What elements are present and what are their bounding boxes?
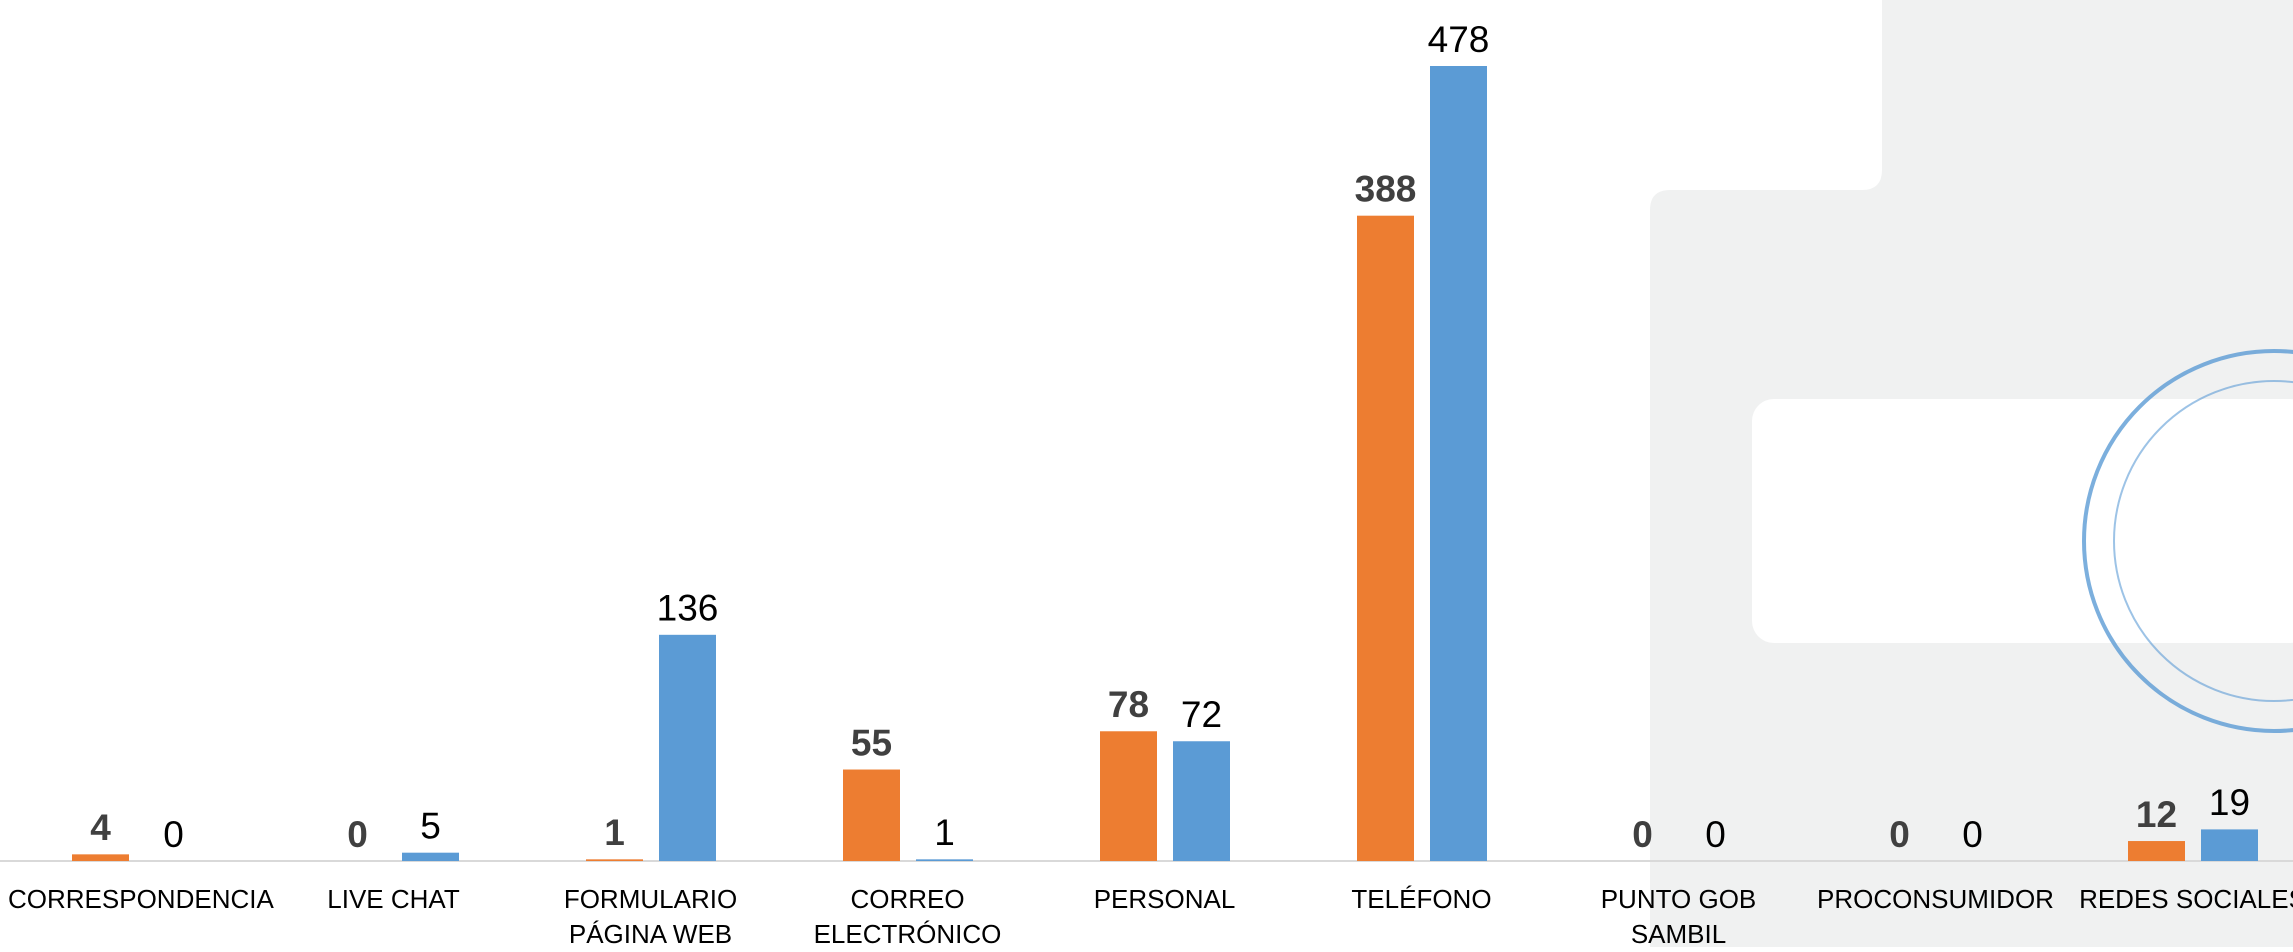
- data-label: 0: [1632, 814, 1653, 855]
- bar: [1173, 741, 1230, 861]
- data-label: 1: [934, 812, 955, 853]
- x-tick-label: CORRESPONDENCIA: [8, 884, 274, 914]
- bar: [659, 634, 716, 861]
- bar: [2201, 829, 2258, 861]
- data-label: 0: [1962, 814, 1983, 855]
- data-label: 136: [657, 588, 719, 629]
- bar: [1357, 215, 1414, 862]
- data-label: 388: [1355, 168, 1417, 209]
- bar: [1100, 731, 1157, 861]
- bar: [586, 859, 643, 861]
- data-label: 0: [1889, 814, 1910, 855]
- data-label: 478: [1428, 19, 1490, 60]
- x-tick-label: TELÉFONO: [1351, 884, 1492, 914]
- x-tick-label: PERSONAL: [1093, 884, 1236, 914]
- x-tick-label: FORMULARIO PÁGINA WEB: [563, 884, 738, 949]
- data-label: 4: [90, 807, 111, 848]
- x-tick-label: PUNTO GOB SAMBIL: [1600, 884, 1757, 949]
- data-label: 5: [420, 805, 441, 846]
- white-panel: [1752, 399, 2293, 643]
- data-label: 0: [163, 814, 184, 855]
- stamp: [2082, 349, 2293, 733]
- data-label: 12: [2136, 794, 2177, 835]
- bar: [1430, 66, 1487, 861]
- x-tick-label: PROCONSUMIDOR: [1817, 884, 2054, 914]
- data-label: 0: [347, 814, 368, 855]
- data-label: 0: [1705, 814, 1726, 855]
- x-tick-label: CORREO ELECTRÓNICO: [813, 884, 1002, 949]
- bar: [72, 854, 129, 861]
- x-tick-label: LIVE CHAT: [327, 884, 460, 914]
- data-label: 19: [2209, 782, 2250, 823]
- data-label: 55: [851, 722, 892, 763]
- bar: [916, 859, 973, 861]
- data-label: 72: [1181, 694, 1222, 735]
- stamp-inner: [2113, 380, 2293, 702]
- bar: [402, 852, 459, 861]
- x-tick-label: REDES SOCIALES: [2079, 884, 2293, 914]
- bar: [843, 769, 900, 861]
- data-label: 78: [1108, 684, 1149, 725]
- data-label: 1: [604, 812, 625, 853]
- bar: [2128, 841, 2185, 861]
